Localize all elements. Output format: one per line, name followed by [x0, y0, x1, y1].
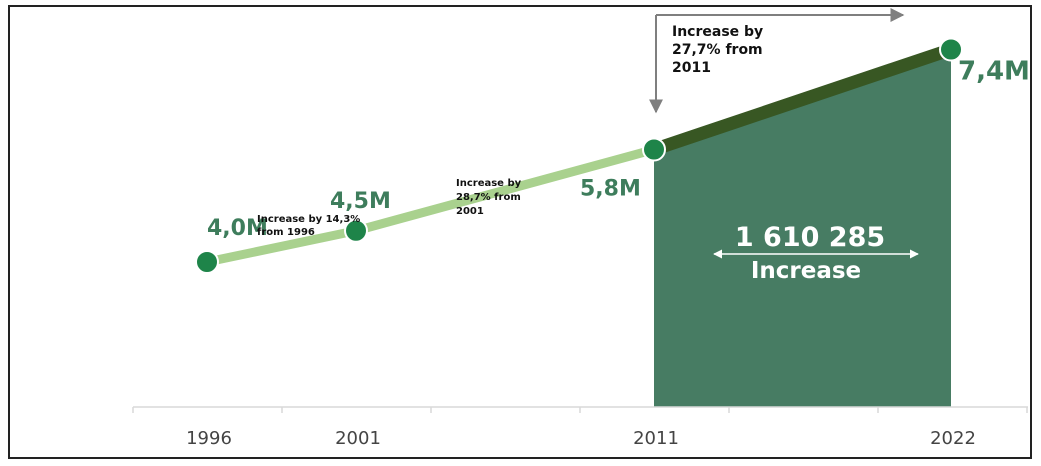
- series-segment-2001-2011: [351, 145, 659, 236]
- data-point-2001: [344, 218, 368, 243]
- series-segment-2011-2022: [651, 43, 954, 156]
- x-tick-label-1996: 1996: [186, 428, 232, 449]
- annotation-line: from 1996: [257, 227, 315, 238]
- annotation-line: 2011: [672, 60, 711, 76]
- x-tick-label-2022: 2022: [930, 428, 976, 449]
- annotation-2011-2022: Increase by 27,7% from 2011: [672, 24, 768, 76]
- value-label-2001: 4,5M: [330, 189, 391, 214]
- data-point-1996: [195, 250, 219, 274]
- annotation-line: 2001: [456, 206, 484, 217]
- value-label-1996: 4,0M: [207, 216, 268, 241]
- annotation-1996-2001: Increase by 14,3% from 1996: [257, 214, 364, 238]
- increase-label: Increase: [751, 258, 861, 284]
- value-label-2011: 5,8M: [580, 177, 641, 202]
- value-label-2022: 7,4M: [958, 57, 1030, 87]
- annotation-line: 28,7% from: [456, 192, 521, 203]
- x-tick-label-2011: 2011: [633, 428, 679, 449]
- annotation-2001-2011: Increase by 28,7% from 2001: [456, 178, 525, 217]
- increase-area: [654, 49, 951, 407]
- data-point-2011: [642, 137, 666, 162]
- annotation-line: Increase by: [456, 178, 522, 189]
- increase-value: 1 610 285: [735, 222, 885, 253]
- annotation-line: Increase by: [672, 24, 763, 40]
- series-segment-1996-2001: [202, 226, 361, 267]
- x-axis-tick-marks: [132, 407, 1028, 413]
- annotation-line: Increase by 14,3%: [257, 214, 360, 225]
- annotation-line: 27,7% from: [672, 42, 763, 58]
- x-tick-label-2001: 2001: [335, 428, 381, 449]
- data-point-2022: [939, 37, 963, 62]
